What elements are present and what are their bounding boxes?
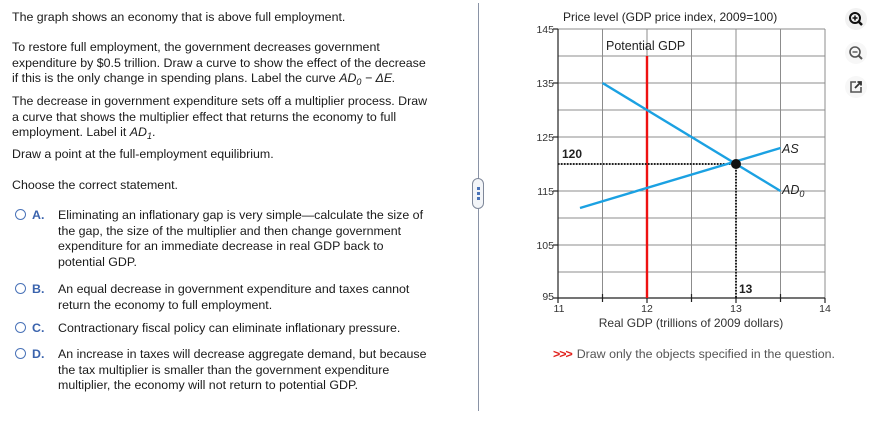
intro-text: The graph shows an economy that is above… xyxy=(12,10,346,24)
part1-line2: expenditure by $0.5 trillion. Draw a cur… xyxy=(12,55,426,70)
zoom-out-icon xyxy=(845,42,867,64)
part1-line1: To restore full employment, the governme… xyxy=(12,40,380,54)
part2-line3: employment. Label it AD1. xyxy=(12,125,156,141)
radio-c[interactable] xyxy=(15,322,26,333)
part1-line3: if this is the only change in spending p… xyxy=(12,71,396,87)
as-label: AS xyxy=(781,142,799,156)
open-external-button[interactable] xyxy=(845,76,867,98)
svg-text:11: 11 xyxy=(554,303,565,315)
choose-prompt: Choose the correct statement. xyxy=(12,178,178,192)
part3-text: Draw a point at the full-employment equi… xyxy=(12,147,274,161)
curve-label-ad1: AD xyxy=(129,125,147,139)
graph-area[interactable]: Price level (GDP price index, 2009=100) xyxy=(520,0,860,340)
svg-text:12: 12 xyxy=(641,303,653,315)
svg-text:95: 95 xyxy=(542,291,554,303)
svg-text:105: 105 xyxy=(536,240,554,252)
x-tick-labels: 11 12 13 14 xyxy=(554,303,831,315)
as-curve[interactable] xyxy=(579,146,781,210)
svg-text:13: 13 xyxy=(730,303,742,315)
external-link-icon xyxy=(845,76,867,98)
svg-text:135: 135 xyxy=(536,78,554,90)
zoom-in-icon xyxy=(845,8,867,30)
zoom-in-button[interactable] xyxy=(845,8,867,30)
instruction-note: >>> Draw only the objects specified in th… xyxy=(553,347,835,361)
x-axis-label: Real GDP (trillions of 2009 dollars) xyxy=(599,316,784,330)
ad0-curve[interactable] xyxy=(601,81,782,193)
note-text: Draw only the objects specified in the q… xyxy=(576,347,836,361)
part2-line1: The decrease in government expenditure s… xyxy=(12,94,428,108)
svg-text:145: 145 xyxy=(536,24,554,36)
equilibrium-gdp-label: 13 xyxy=(739,282,753,296)
radio-b[interactable] xyxy=(15,283,26,294)
potential-gdp-label: Potential GDP xyxy=(606,39,685,53)
equilibrium-price-label: 120 xyxy=(562,147,582,161)
radio-d[interactable] xyxy=(15,348,26,359)
equilibrium-point[interactable] xyxy=(731,159,741,169)
radio-a[interactable] xyxy=(15,209,26,220)
divider-drag-handle[interactable] xyxy=(472,178,484,209)
svg-text:125: 125 xyxy=(536,132,554,144)
svg-text:115: 115 xyxy=(537,186,554,198)
axes xyxy=(553,28,826,303)
zoom-out-button[interactable] xyxy=(845,42,867,64)
svg-text:14: 14 xyxy=(819,303,831,315)
note-arrows: >>> xyxy=(553,347,573,361)
part2-line2: a curve that shows the multiplier effect… xyxy=(12,109,397,124)
curve-label-ad0: AD xyxy=(339,71,357,85)
ad0-label: AD0 xyxy=(781,183,804,199)
y-axis-label: Price level (GDP price index, 2009=100) xyxy=(563,10,777,24)
y-tick-labels: 145 135 125 115 105 95 xyxy=(536,24,554,303)
